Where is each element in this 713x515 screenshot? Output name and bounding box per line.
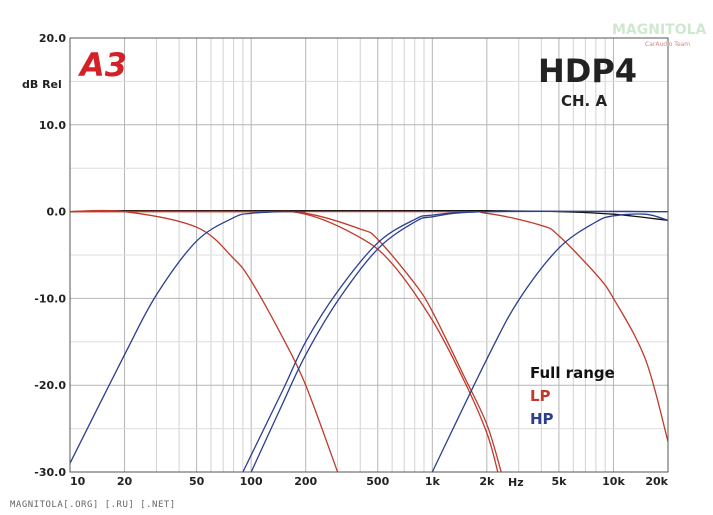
series-line-hp <box>250 210 669 473</box>
y-axis-label: dB Rel <box>22 78 62 91</box>
x-tick-label: 100 <box>240 475 263 488</box>
legend-entry: LP <box>530 387 551 405</box>
series-line-lp <box>69 209 339 473</box>
y-tick-label: -20.0 <box>34 379 66 392</box>
x-axis-label: Hz <box>508 476 524 489</box>
a3-logo-text: A3 <box>77 46 127 84</box>
x-tick-labels: 10 20 50 100 200 500 1k 2k 5k 10k 20k <box>70 475 669 488</box>
series-line-hp <box>431 213 669 473</box>
legend-entry: HP <box>530 410 554 428</box>
x-tick-label: 20k <box>645 475 668 488</box>
chart-subtitle: CH. A <box>561 92 607 110</box>
y-tick-label: 20.0 <box>39 32 66 45</box>
y-tick-label: -30.0 <box>34 466 66 479</box>
x-tick-label: 2k <box>479 475 495 488</box>
series-line-lp <box>69 210 669 442</box>
plot-frame <box>69 37 669 473</box>
a3-logo: A3 <box>77 46 127 84</box>
x-tick-label: 5k <box>551 475 567 488</box>
x-tick-label: 10k <box>602 475 625 488</box>
watermark-subtext: CarAudio Team <box>645 41 690 48</box>
series-group <box>69 209 669 473</box>
x-tick-label: 10 <box>70 475 86 488</box>
y-tick-label: -10.0 <box>34 292 66 305</box>
x-tick-label: 1k <box>425 475 441 488</box>
x-tick-label: 20 <box>117 475 133 488</box>
watermark-text: MAGNITOLA <box>612 22 707 38</box>
series-line-hp <box>69 210 306 464</box>
footer-text: MAGNITOLA[.ORG] [.RU] [.NET] <box>10 500 176 510</box>
y-tick-label: 0.0 <box>47 206 67 219</box>
x-tick-label: 50 <box>189 475 205 488</box>
y-tick-labels: 20.0 10.0 0.0 -10.0 -20.0 -30.0 <box>34 32 66 479</box>
y-tick-label: 10.0 <box>39 119 66 132</box>
x-tick-label: 200 <box>294 475 317 488</box>
legend: Full range LP HP <box>530 364 615 428</box>
legend-entry: Full range <box>530 364 615 382</box>
grid-lines <box>70 37 668 473</box>
x-tick-label: 500 <box>366 475 389 488</box>
chart-title: HDP4 <box>538 52 637 90</box>
